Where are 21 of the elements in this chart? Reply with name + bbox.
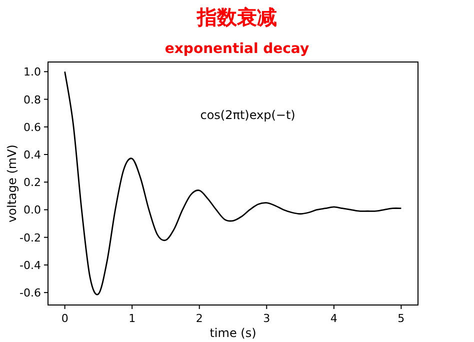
x-axis-title: time (s) (210, 326, 256, 340)
x-tick-label: 1 (128, 312, 136, 325)
y-tick-label: 1.0 (24, 66, 41, 79)
x-tick-label: 5 (398, 312, 405, 325)
chart-title: 指数衰减 (196, 5, 277, 29)
y-tick-label: 0.6 (24, 120, 41, 134)
y-tick-label: -0.2 (20, 231, 41, 244)
x-tick-label: 0 (61, 312, 68, 325)
chart-subtitle: exponential decay (164, 41, 310, 57)
y-tick-label: 0.8 (24, 93, 41, 106)
y-tick-label: 0.0 (24, 204, 41, 217)
y-tick-label: 0.2 (24, 176, 41, 190)
line-series (64, 70, 402, 295)
y-tick-label: -0.6 (20, 286, 41, 300)
annotation: cos(2πt)exp(−t) (200, 108, 296, 122)
y-tick-label: 0.4 (24, 148, 41, 162)
x-tick-label: 4 (330, 312, 338, 325)
y-tick-label: -0.4 (20, 258, 41, 272)
x-tick-label: 2 (196, 312, 203, 325)
y-axis-title: voltage (mV) (5, 144, 19, 222)
x-tick-label: 3 (263, 312, 270, 325)
